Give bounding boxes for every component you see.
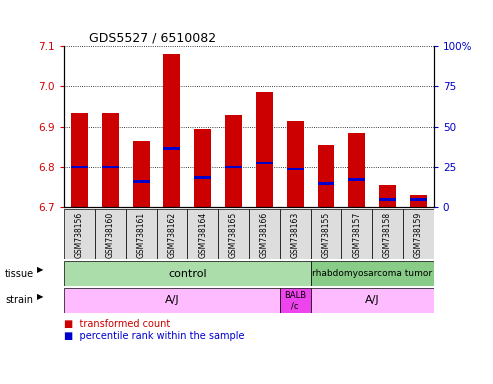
Bar — [225, 166, 242, 169]
Text: ■  transformed count: ■ transformed count — [64, 319, 171, 329]
Bar — [349, 178, 365, 180]
Bar — [71, 113, 88, 207]
FancyBboxPatch shape — [157, 209, 187, 259]
Bar — [164, 147, 180, 150]
Bar — [317, 182, 334, 185]
Text: GSM738165: GSM738165 — [229, 212, 238, 258]
Bar — [287, 121, 304, 207]
FancyBboxPatch shape — [126, 209, 157, 259]
Text: GSM738166: GSM738166 — [260, 212, 269, 258]
Text: tissue: tissue — [5, 268, 34, 279]
Bar — [349, 133, 365, 207]
FancyBboxPatch shape — [218, 209, 249, 259]
FancyBboxPatch shape — [64, 209, 95, 259]
Text: GSM738158: GSM738158 — [383, 212, 392, 258]
Bar — [71, 166, 88, 169]
Text: A/J: A/J — [365, 295, 380, 306]
Bar — [164, 54, 180, 207]
FancyBboxPatch shape — [341, 209, 372, 259]
Text: control: control — [168, 268, 207, 279]
Bar — [410, 198, 427, 201]
Bar — [256, 93, 273, 207]
FancyBboxPatch shape — [311, 288, 434, 313]
Text: A/J: A/J — [165, 295, 179, 306]
Bar — [102, 166, 119, 169]
Bar — [317, 145, 334, 207]
FancyBboxPatch shape — [187, 209, 218, 259]
FancyBboxPatch shape — [372, 209, 403, 259]
Text: GSM738160: GSM738160 — [106, 212, 115, 258]
FancyBboxPatch shape — [64, 261, 311, 286]
Bar — [256, 162, 273, 164]
Text: GSM738159: GSM738159 — [414, 212, 423, 258]
Text: ▶: ▶ — [37, 292, 43, 301]
Text: GSM738157: GSM738157 — [352, 212, 361, 258]
Text: GSM738163: GSM738163 — [291, 212, 300, 258]
Text: GSM738161: GSM738161 — [137, 212, 145, 258]
Text: BALB
/c: BALB /c — [284, 291, 306, 310]
Bar — [379, 198, 396, 201]
Text: rhabdomyosarcoma tumor: rhabdomyosarcoma tumor — [312, 269, 432, 278]
FancyBboxPatch shape — [280, 209, 311, 259]
Text: ■  percentile rank within the sample: ■ percentile rank within the sample — [64, 331, 245, 341]
Bar — [102, 113, 119, 207]
FancyBboxPatch shape — [95, 209, 126, 259]
FancyBboxPatch shape — [64, 288, 280, 313]
Bar — [287, 168, 304, 170]
Bar — [133, 141, 149, 207]
FancyBboxPatch shape — [249, 209, 280, 259]
Bar — [194, 129, 211, 207]
Text: GSM738156: GSM738156 — [75, 212, 84, 258]
Bar — [410, 195, 427, 207]
Bar — [379, 185, 396, 207]
FancyBboxPatch shape — [311, 209, 341, 259]
Text: strain: strain — [5, 295, 33, 306]
Text: GDS5527 / 6510082: GDS5527 / 6510082 — [89, 31, 216, 44]
FancyBboxPatch shape — [311, 261, 434, 286]
Text: ▶: ▶ — [37, 265, 43, 274]
Text: GSM738155: GSM738155 — [321, 212, 330, 258]
FancyBboxPatch shape — [403, 209, 434, 259]
Text: GSM738162: GSM738162 — [168, 212, 176, 258]
Bar — [225, 115, 242, 207]
Bar — [194, 176, 211, 179]
FancyBboxPatch shape — [280, 288, 311, 313]
Text: GSM738164: GSM738164 — [198, 212, 207, 258]
Bar — [133, 180, 149, 182]
